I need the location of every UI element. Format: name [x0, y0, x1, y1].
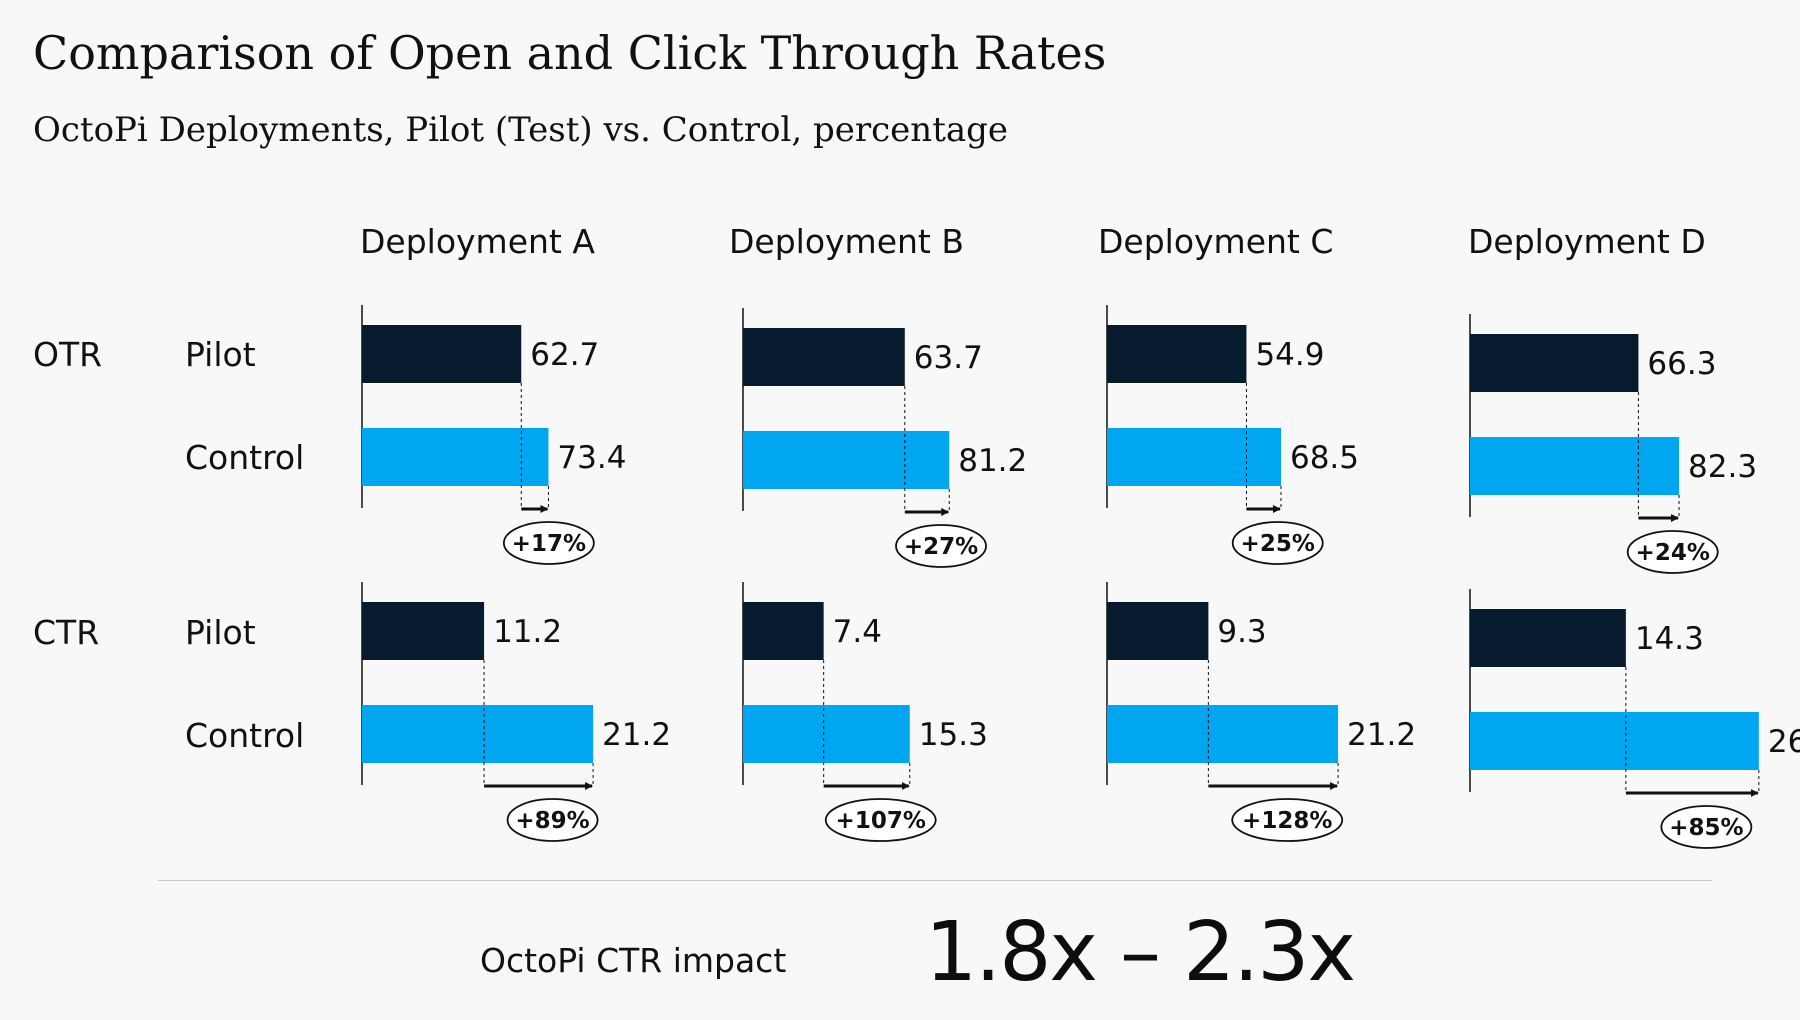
column-header-deployment-b: Deployment B [729, 222, 964, 261]
otr-deployment-a-pilot-value-label: 62.7 [530, 337, 599, 373]
otr-deployment-b-pilot-value-label: 63.7 [914, 340, 983, 376]
ctr-deployment-d-pilot-value-label: 14.3 [1635, 621, 1704, 657]
ctr-deployment-b-control-bar [743, 705, 910, 763]
otr-deployment-c-uplift-label: +25% [1241, 531, 1315, 557]
otr-deployment-d-uplift-label: +24% [1636, 540, 1710, 566]
row-label-ctr-pilot: Pilot [185, 613, 256, 652]
otr-deployment-c-uplift-badge [1231, 521, 1324, 565]
ctr-deployment-d-control-value-label: 26.5 [1768, 724, 1800, 760]
ctr-deployment-b-control-value-label: 15.3 [919, 717, 988, 753]
ctr-deployment-d-pilot-bar [1470, 609, 1626, 667]
ctr-deployment-c-control-value-label: 21.2 [1347, 717, 1416, 753]
otr-deployment-d-pilot-value-label: 66.3 [1647, 346, 1716, 382]
ctr-deployment-b-pilot-bar [743, 602, 824, 660]
row-label-ctr-control: Control [185, 716, 305, 755]
otr-deployment-d-control-value-label: 82.3 [1688, 449, 1757, 485]
ctr-impact-value: 1.8x – 2.3x [925, 905, 1356, 1000]
chart-subtitle: OctoPi Deployments, Pilot (Test) vs. Con… [33, 110, 1009, 150]
ctr-deployment-b-uplift-label: +107% [836, 808, 926, 834]
ctr-deployment-b-pilot-value-label: 7.4 [833, 614, 882, 650]
ctr-deployment-d-uplift-label: +85% [1669, 815, 1743, 841]
ctr-deployment-a-uplift-label: +89% [515, 808, 589, 834]
column-header-deployment-c: Deployment C [1098, 222, 1334, 261]
row-label-otr-control: Control [185, 438, 305, 477]
ctr-deployment-a-control-value-label: 21.2 [602, 717, 671, 753]
otr-deployment-d-pilot-bar [1470, 334, 1639, 392]
otr-deployment-b-control-bar [743, 431, 950, 489]
otr-deployment-d-control-bar [1470, 437, 1680, 495]
otr-deployment-a-pilot-bar [362, 325, 522, 383]
otr-deployment-b-control-value-label: 81.2 [958, 443, 1027, 479]
ctr-deployment-c-control-bar [1107, 705, 1339, 763]
otr-deployment-b-uplift-label: +27% [904, 534, 978, 560]
ctr-deployment-c-pilot-value-label: 9.3 [1217, 614, 1266, 650]
row-label-ctr: CTR [33, 613, 100, 652]
otr-deployment-c-pilot-value-label: 54.9 [1255, 337, 1324, 373]
ctr-deployment-c-uplift-label: +128% [1242, 808, 1332, 834]
ctr-deployment-c-pilot-bar [1107, 602, 1209, 660]
otr-deployment-c-control-value-label: 68.5 [1290, 440, 1359, 476]
otr-deployment-c-control-bar [1107, 428, 1281, 486]
column-header-deployment-a: Deployment A [360, 222, 595, 261]
ctr-impact-label: OctoPi CTR impact [480, 941, 787, 980]
otr-deployment-a-uplift-badge [502, 521, 595, 565]
otr-deployment-b-pilot-bar [743, 328, 905, 386]
otr-deployment-b-uplift-badge [895, 524, 987, 568]
ctr-deployment-d-control-bar [1470, 712, 1759, 770]
chart-title: Comparison of Open and Click Through Rat… [33, 26, 1107, 80]
divider-line [158, 880, 1712, 881]
otr-deployment-a-uplift-label: +17% [512, 531, 586, 557]
ctr-deployment-b-uplift-badge [824, 798, 937, 842]
ctr-deployment-a-pilot-value-label: 11.2 [493, 614, 562, 650]
ctr-deployment-a-uplift-badge [506, 798, 599, 842]
row-label-otr-pilot: Pilot [185, 335, 256, 374]
ctr-deployment-d-uplift-badge [1660, 805, 1753, 849]
column-header-deployment-d: Deployment D [1468, 222, 1706, 261]
otr-deployment-a-control-bar [362, 428, 549, 486]
row-label-otr: OTR [33, 335, 103, 374]
otr-deployment-d-uplift-badge [1626, 530, 1719, 574]
otr-deployment-c-pilot-bar [1107, 325, 1247, 383]
otr-deployment-a-control-value-label: 73.4 [557, 440, 626, 476]
ctr-deployment-a-control-bar [362, 705, 594, 763]
ctr-deployment-a-pilot-bar [362, 602, 485, 660]
ctr-deployment-c-uplift-badge [1231, 798, 1344, 842]
